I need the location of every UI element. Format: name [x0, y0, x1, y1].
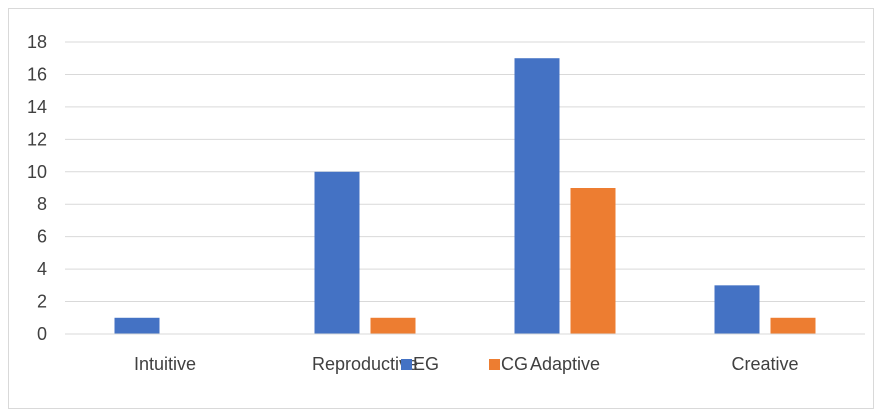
y-tick-label: 16	[27, 64, 47, 84]
x-tick-label: Adaptive	[530, 354, 600, 374]
legend-swatch-cg	[489, 359, 500, 370]
legend-label-eg: EG	[413, 354, 439, 374]
y-tick-label: 10	[27, 162, 47, 182]
y-tick-label: 8	[37, 194, 47, 214]
y-tick-label: 18	[27, 32, 47, 52]
bars	[114, 58, 816, 334]
bar-eg-creative	[714, 285, 760, 334]
y-tick-label: 4	[37, 259, 47, 279]
bar-chart: 0 2 4 6 8 10 12 14 16 18 Intuitive Reproductive Ada…	[27, 32, 865, 374]
legend-label-cg: CG	[501, 354, 528, 374]
x-tick-label: Intuitive	[134, 354, 196, 374]
legend: EG CG	[401, 354, 528, 374]
y-axis-ticks: 0 2 4 6 8 10 12 14 16 18	[27, 32, 47, 344]
y-tick-label: 0	[37, 324, 47, 344]
y-tick-label: 6	[37, 227, 47, 247]
bar-eg-intuitive	[114, 317, 160, 334]
chart-area: 0 2 4 6 8 10 12 14 16 18 Intuitive Reproductive Ada…	[8, 8, 874, 409]
x-tick-label: Reproductive	[312, 354, 418, 374]
y-tick-label: 2	[37, 292, 47, 312]
x-axis-ticks: Intuitive Reproductive Adaptive Creative	[134, 354, 799, 374]
gridlines	[65, 41, 865, 303]
bar-cg-reproductive	[370, 317, 416, 334]
legend-swatch-eg	[401, 359, 412, 370]
y-tick-label: 14	[27, 97, 47, 117]
bar-cg-creative	[770, 317, 816, 334]
y-tick-label: 12	[27, 129, 47, 149]
bar-eg-adaptive	[514, 58, 560, 334]
x-tick-label: Creative	[731, 354, 798, 374]
bar-eg-reproductive	[314, 171, 360, 334]
bar-cg-adaptive	[570, 188, 616, 334]
